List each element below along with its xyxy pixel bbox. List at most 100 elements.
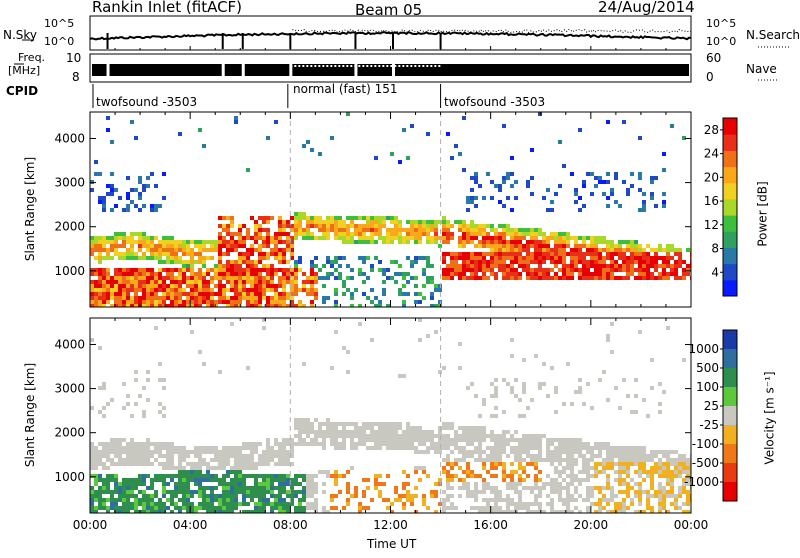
velocity-cell <box>142 446 146 450</box>
velocity-cell <box>146 510 150 513</box>
velocity-cell <box>282 510 286 513</box>
velocity-cell <box>178 482 182 486</box>
velocity-cell <box>446 470 450 474</box>
power-cell <box>290 252 294 256</box>
power-cell <box>94 256 98 260</box>
power-colorbar-swatch <box>723 247 737 265</box>
power-cell <box>330 220 334 224</box>
velocity-cell <box>130 502 134 506</box>
power-cell <box>218 300 222 304</box>
velocity-cell <box>478 446 482 450</box>
velocity-cell <box>602 466 606 470</box>
velocity-cell <box>102 442 106 446</box>
velocity-cell <box>510 470 514 474</box>
velocity-cell <box>674 462 678 466</box>
velocity-cell <box>662 490 666 494</box>
power-cell <box>414 300 418 304</box>
velocity-cell <box>130 462 134 466</box>
power-cell <box>106 240 110 244</box>
power-cell <box>326 272 330 276</box>
power-cell <box>290 228 294 232</box>
velocity-cell <box>366 506 370 510</box>
power-cell <box>134 188 138 192</box>
power-cell <box>550 200 554 204</box>
velocity-cell <box>442 446 446 450</box>
velocity-cell <box>286 462 290 466</box>
velocity-colorbar-swatch <box>723 406 737 426</box>
velocity-cell <box>494 498 498 502</box>
velocity-cell <box>126 458 130 462</box>
velocity-cell <box>442 510 446 513</box>
power-cell <box>294 268 298 272</box>
power-cell <box>286 268 290 272</box>
velocity-cell <box>314 438 318 442</box>
power-cell <box>162 268 166 272</box>
power-cell <box>678 256 682 260</box>
velocity-cell <box>242 482 246 486</box>
velocity-cell <box>550 454 554 458</box>
velocity-ytick-label: 2000 <box>54 426 85 440</box>
power-cell <box>174 300 178 304</box>
power-cell <box>170 280 174 284</box>
power-cell <box>246 304 250 307</box>
velocity-cell <box>282 502 286 506</box>
velocity-cell <box>118 498 122 502</box>
velocity-cell <box>486 510 490 513</box>
power-cell <box>190 280 194 284</box>
velocity-cell <box>286 494 290 498</box>
velocity-cell <box>242 502 246 506</box>
power-cell <box>630 268 634 272</box>
velocity-cell <box>254 502 258 506</box>
velocity-cell <box>110 446 114 450</box>
velocity-cell <box>350 422 354 426</box>
power-cell <box>630 240 634 244</box>
velocity-cell <box>598 462 602 466</box>
velocity-cell <box>658 474 662 478</box>
power-cell <box>342 240 346 244</box>
velocity-cell <box>334 422 338 426</box>
power-cell <box>174 256 178 260</box>
power-cell <box>362 224 366 228</box>
power-cell <box>686 264 690 268</box>
power-cell <box>550 248 554 252</box>
power-cell <box>390 260 394 264</box>
power-cell <box>282 300 286 304</box>
velocity-cell <box>606 510 610 513</box>
power-cell <box>274 268 278 272</box>
power-cell <box>202 296 206 300</box>
velocity-cell <box>354 422 358 426</box>
velocity-cell <box>90 486 94 490</box>
power-cell <box>358 272 362 276</box>
velocity-cell <box>170 458 174 462</box>
power-cell <box>214 300 218 304</box>
velocity-cell <box>290 494 294 498</box>
velocity-cell <box>602 458 606 462</box>
velocity-cell <box>166 450 170 454</box>
power-cell <box>114 240 118 244</box>
velocity-cell <box>494 434 498 438</box>
velocity-cell <box>122 446 126 450</box>
power-cell <box>666 272 670 276</box>
velocity-cell <box>494 406 498 410</box>
velocity-cell <box>178 454 182 458</box>
power-cell <box>218 260 222 264</box>
power-cell <box>662 260 666 264</box>
velocity-cell <box>534 454 538 458</box>
velocity-colorbar-label: 100 <box>696 380 719 394</box>
velocity-cell <box>234 490 238 494</box>
velocity-cell <box>566 486 570 490</box>
velocity-cell <box>438 442 442 446</box>
velocity-cell <box>602 446 606 450</box>
power-cell <box>330 264 334 268</box>
velocity-cell <box>90 338 94 342</box>
power-cell <box>518 252 522 256</box>
velocity-cell <box>642 466 646 470</box>
velocity-cell <box>590 494 594 498</box>
velocity-cell <box>594 446 598 450</box>
power-cell <box>382 220 386 224</box>
velocity-cell <box>586 498 590 502</box>
power-cell <box>378 220 382 224</box>
velocity-cell <box>218 458 222 462</box>
velocity-cell <box>442 434 446 438</box>
velocity-cell <box>242 486 246 490</box>
